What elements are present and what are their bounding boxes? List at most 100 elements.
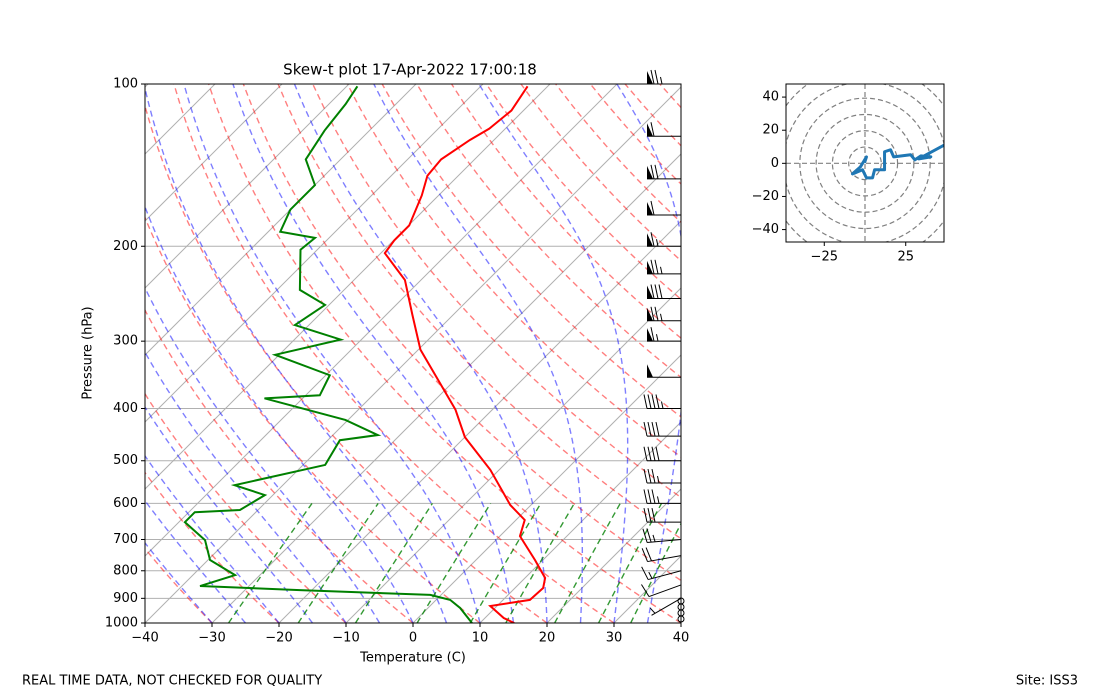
barb-full (645, 547, 652, 562)
barb-flag (647, 71, 653, 84)
barb-full (651, 446, 656, 461)
profile-line (383, 85, 547, 623)
mixing-line (354, 503, 433, 623)
barb-full (651, 421, 656, 437)
mixing-line (227, 503, 313, 623)
barb-full (651, 489, 656, 504)
x-tick-label: −10 (332, 631, 359, 646)
barb-full (654, 306, 659, 321)
y-tick-label: −20 (752, 189, 779, 204)
moist-adiabat (145, 405, 314, 623)
dry-adiabat (416, 84, 681, 379)
dry-adiabat (381, 84, 681, 418)
x-tick-label: −40 (131, 631, 158, 646)
x-tick-label: −25 (811, 250, 838, 265)
profiles (183, 85, 547, 623)
footer-right: Site: ISS3 (1016, 674, 1078, 689)
dry-adiabat (242, 84, 681, 582)
barb-half (657, 475, 660, 484)
dry-adiabat (207, 84, 681, 623)
barb-flag (647, 201, 653, 215)
barb-full (650, 232, 655, 247)
barb-flag (647, 328, 653, 342)
y-tick-label: −40 (752, 222, 779, 237)
hodograph-frame (785, 83, 945, 243)
barb-full (647, 508, 652, 523)
chart-title: Skew-t plot 17-Apr-2022 17:00:18 (283, 61, 537, 79)
y-tick-label: 0 (771, 156, 779, 171)
isotherm (145, 84, 283, 222)
barb-full (647, 394, 652, 409)
barb-full (650, 306, 655, 321)
moist-adiabat (145, 499, 247, 623)
barb-half (660, 313, 663, 321)
barb-full (654, 69, 659, 85)
isotherm (278, 220, 681, 623)
wind-barb (641, 584, 682, 598)
barb-full (650, 164, 655, 180)
barb-full (643, 446, 648, 461)
y-tick-label: 900 (113, 591, 138, 606)
y-tick-label: 600 (113, 496, 138, 511)
barb-full (643, 394, 648, 409)
moist-adiabat (293, 84, 548, 623)
barb-full (650, 259, 655, 274)
barb-shaft (647, 539, 682, 543)
wind-barb (643, 468, 681, 484)
barb-flag (647, 307, 653, 321)
barb-full (651, 508, 656, 523)
dry-adiabat (145, 547, 213, 623)
x-tick-label: 0 (409, 631, 417, 646)
barb-full (641, 584, 650, 597)
wind-barb (647, 327, 681, 342)
isotherm (145, 84, 417, 356)
barb-shaft (648, 570, 682, 581)
wind-barb (647, 164, 681, 180)
x-tick-label: 10 (472, 631, 489, 646)
barb-full (646, 528, 652, 543)
barb-half (649, 607, 656, 614)
isotherm (145, 84, 618, 557)
hodograph-ring (831, 130, 899, 197)
hodograph-line (850, 143, 944, 180)
wind-barb (647, 259, 681, 275)
wind-barb (647, 200, 681, 216)
hodograph-rings (786, 84, 944, 242)
wind-barb (643, 421, 681, 437)
y-tick-label: 700 (113, 532, 138, 547)
moist-adiabat (145, 85, 448, 623)
moist-adiabat (145, 541, 213, 623)
dry-adiabat (173, 84, 615, 623)
barb-shaft (647, 555, 682, 563)
moist-adiabat (145, 454, 280, 623)
barb-flag (647, 260, 653, 274)
wind-barb (649, 597, 682, 616)
barb-full (650, 122, 655, 137)
profile-line (183, 85, 473, 623)
barb-full (655, 394, 660, 409)
barb-half (656, 239, 659, 247)
mixing-line (505, 503, 575, 623)
hodograph-ring (848, 146, 882, 181)
barb-full (643, 489, 648, 504)
y-tick-label: 500 (113, 453, 138, 468)
wind-barb (643, 489, 681, 504)
barb-half (661, 401, 664, 409)
isotherm (546, 488, 681, 623)
x-tick-label: 20 (539, 631, 556, 646)
mixing-line (297, 503, 379, 623)
barb-full (655, 421, 660, 437)
dry-adiabat (145, 215, 481, 623)
background-lines (145, 84, 681, 623)
barb-shaft (648, 584, 682, 598)
barb-full (658, 284, 663, 299)
barb-half (660, 266, 663, 274)
moist-adiabat (183, 84, 481, 623)
barb-full (643, 508, 648, 523)
y-tick-label: 100 (113, 77, 138, 92)
barb-full (650, 327, 655, 342)
dry-adiabat (450, 84, 681, 340)
